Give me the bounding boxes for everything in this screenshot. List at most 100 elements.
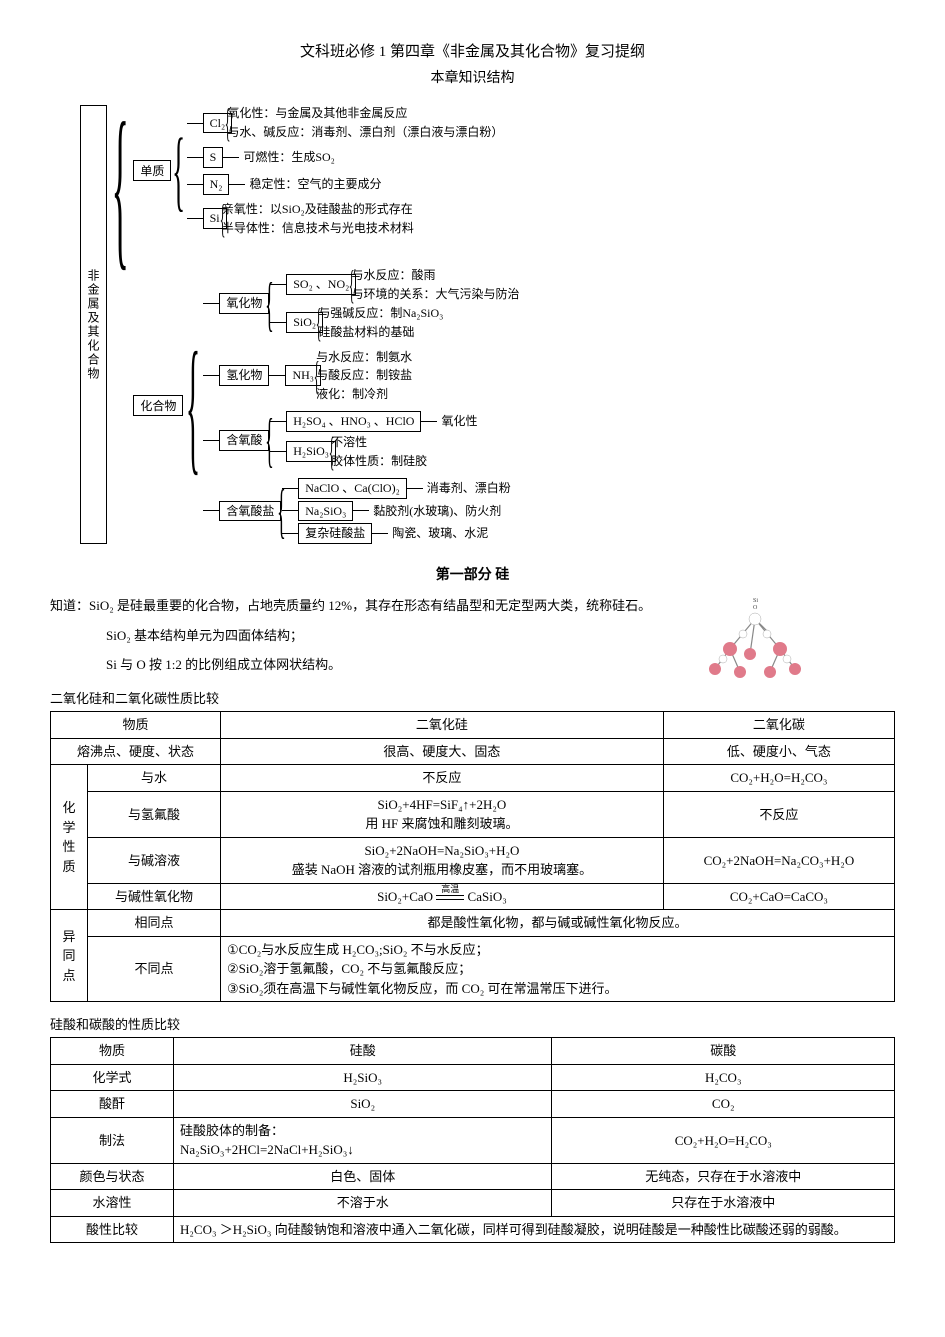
cell: 不反应 — [221, 765, 664, 792]
tree-leaf: 与水反应：酸雨 — [348, 267, 520, 284]
cell: 酸酐 — [51, 1091, 174, 1118]
tree-node-danzhi: 单质 — [133, 160, 171, 181]
brace-icon: { — [112, 105, 129, 544]
cell: 与碱溶液 — [88, 837, 221, 883]
table-row: 物质 硅酸 碳酸 — [51, 1038, 895, 1065]
cell-text: SiO₂+CaO — [377, 889, 433, 904]
tree-leaf: 胶体性质：制硅胶 — [327, 453, 427, 470]
table-row: 与碱性氧化物 SiO₂+CaO 高温 CaSiO₃ CO₂+CaO=CaCO₃ — [51, 883, 895, 910]
tree-node: N₂ — [203, 174, 230, 195]
table-row: 化学式 H₂SiO₃ H₂CO₃ — [51, 1064, 895, 1091]
table-sio2-co2: 物质 二氧化硅 二氧化碳 熔沸点、硬度、状态 很高、硬度大、固态 低、硬度小、气… — [50, 711, 895, 1002]
table-row: 不同点 ①CO₂与水反应生成 H₂CO₃;SiO₂ 不与水反应； ②SiO₂溶于… — [51, 936, 895, 1002]
svg-text:O: O — [753, 605, 758, 611]
tree-leaf: 与酸反应：制铵盐 — [312, 367, 412, 384]
cell: 硅酸 — [174, 1038, 552, 1065]
concept-tree: 非金属及其化合物 { 单质 { Cl₂ { 氧化性：与金属及其他非金属反应 与水… — [80, 105, 895, 544]
brace-icon: { — [219, 201, 225, 237]
cell: 无纯态，只存在于水溶液中 — [552, 1163, 895, 1190]
cell: 与氢氟酸 — [88, 791, 221, 837]
cell: 只存在于水溶液中 — [552, 1190, 895, 1217]
cell: SiO₂ — [174, 1091, 552, 1118]
cell: CO₂+H₂O=H₂CO₃ — [663, 765, 894, 792]
cell: 相同点 — [88, 910, 221, 937]
table-row: 颜色与状态 白色、固体 无纯态，只存在于水溶液中 — [51, 1163, 895, 1190]
tree-node: SO₂ 、NO₂ — [286, 274, 356, 295]
cell: ①CO₂与水反应生成 H₂CO₃;SiO₂ 不与水反应； ②SiO₂溶于氢氟酸，… — [221, 936, 895, 1002]
tree-leaf: 氧化性 — [437, 413, 477, 430]
tree-node: H₂SO₄ 、HNO₃ 、HClO — [286, 411, 421, 432]
tree-node: 氢化物 — [219, 365, 269, 386]
cell: 很高、硬度大、固态 — [221, 738, 664, 765]
cell: 熔沸点、硬度、状态 — [51, 738, 221, 765]
brace-icon: { — [278, 484, 287, 538]
cell: CO₂+CaO=CaCO₃ — [663, 883, 894, 910]
tree-root: 非金属及其化合物 — [80, 105, 107, 544]
cell: 酸性比较 — [51, 1216, 174, 1243]
cell: 颜色与状态 — [51, 1163, 174, 1190]
cell: 物质 — [51, 1038, 174, 1065]
cell: 化学式 — [51, 1064, 174, 1091]
cell: H₂SiO₃ — [174, 1064, 552, 1091]
table-row: 酸性比较 H₂CO₃ ＞H₂SiO₃ 向硅酸钠饱和溶液中通入二氧化碳，同样可得到… — [51, 1216, 895, 1243]
cell: 与碱性氧化物 — [88, 883, 221, 910]
cell: 物质 — [51, 712, 221, 739]
tree-node: 复杂硅酸盐 — [298, 523, 372, 544]
cell: 不反应 — [663, 791, 894, 837]
tree-leaf: 与水、碱反应：消毒剂、漂白剂（漂白液与漂白粉） — [223, 124, 503, 141]
tree-leaf: 与环境的关系：大气污染与防治 — [348, 286, 520, 303]
tree-leaf: 半导体性：信息技术与光电技术材料 — [218, 220, 414, 237]
cell: 不溶于水 — [174, 1190, 552, 1217]
cell: 都是酸性氧化物，都与碱或碱性氧化物反应。 — [221, 910, 895, 937]
cell: CO₂+H₂O=H₂CO₃ — [552, 1117, 895, 1163]
brace-icon: { — [173, 130, 186, 211]
cell: 二氧化碳 — [663, 712, 894, 739]
cell: 制法 — [51, 1117, 174, 1163]
cell: 碳酸 — [552, 1038, 895, 1065]
tree-leaf: 硅酸盐材料的基础 — [314, 324, 443, 341]
cell: 水溶性 — [51, 1190, 174, 1217]
table-row: 与碱溶液 SiO₂+2NaOH=Na₂SiO₃+H₂O 盛装 NaOH 溶液的试… — [51, 837, 895, 883]
table-row: 物质 二氧化硅 二氧化碳 — [51, 712, 895, 739]
table1-title: 二氧化硅和二氧化碳性质比较 — [50, 688, 895, 707]
tree-node: Na₂SiO₃ — [298, 501, 353, 522]
table2-title: 硅酸和碳酸的性质比较 — [50, 1014, 895, 1033]
cell: CO₂+2NaOH=Na₂CO₃+H₂O — [663, 837, 894, 883]
condition-label: 高温 — [436, 883, 464, 897]
part1-title: 第一部分 硅 — [50, 564, 895, 584]
tree-leaf: 与强碱反应：制Na₂SiO₃ — [314, 305, 443, 322]
page-subtitle: 本章知识结构 — [50, 67, 895, 87]
table-row: 制法 硅酸胶体的制备： Na₂SiO₃+2HCl=2NaCl+H₂SiO₃↓ C… — [51, 1117, 895, 1163]
cell: 低、硬度小、气态 — [663, 738, 894, 765]
cell: SiO₂+4HF=SiF₄↑+2H₂O 用 HF 来腐蚀和雕刻玻璃。 — [221, 791, 664, 837]
brace-icon: { — [266, 277, 275, 331]
cell: 异同点 — [51, 910, 88, 1002]
table-row: 异同点 相同点 都是酸性氧化物，都与碱或碱性氧化物反应。 — [51, 910, 895, 937]
cell-text: CaSiO₃ — [468, 889, 507, 904]
tree-leaf: 稳定性：空气的主要成分 — [245, 176, 381, 193]
tree-leaf: 与水反应：制氨水 — [312, 349, 412, 366]
table-h2sio3-h2co3: 物质 硅酸 碳酸 化学式 H₂SiO₃ H₂CO₃ 酸酐 SiO₂ CO₂ 制法… — [50, 1037, 895, 1243]
cell: H₂CO₃ — [552, 1064, 895, 1091]
cell: 化学性质 — [51, 765, 88, 910]
table-row: 熔沸点、硬度、状态 很高、硬度大、固态 低、硬度小、气态 — [51, 738, 895, 765]
tree-leaf: 不溶性 — [327, 434, 427, 451]
cell: 二氧化硅 — [221, 712, 664, 739]
table-row: 化学性质 与水 不反应 CO₂+H₂O=H₂CO₃ — [51, 765, 895, 792]
table-row: 与氢氟酸 SiO₂+4HF=SiF₄↑+2H₂O 用 HF 来腐蚀和雕刻玻璃。 … — [51, 791, 895, 837]
brace-icon: { — [314, 358, 320, 394]
brace-icon: { — [316, 305, 322, 341]
tree-leaf: 亲氧性：以SiO₂及硅酸盐的形式存在 — [218, 201, 414, 218]
brace-icon: { — [349, 267, 355, 303]
tree-node: 氧化物 — [219, 293, 269, 314]
cell: 与水 — [88, 765, 221, 792]
brace-icon: { — [329, 434, 335, 470]
tree-node-huahewu: 化合物 — [133, 395, 183, 416]
brace-icon: { — [266, 413, 275, 467]
table-row: 水溶性 不溶于水 只存在于水溶液中 — [51, 1190, 895, 1217]
tree-leaf: 陶瓷、玻璃、水泥 — [388, 525, 488, 542]
cell: 白色、固体 — [174, 1163, 552, 1190]
tree-leaf: 消毒剂、漂白粉 — [423, 480, 511, 497]
cell: 硅酸胶体的制备： Na₂SiO₃+2HCl=2NaCl+H₂SiO₃↓ — [174, 1117, 552, 1163]
brace-icon: { — [225, 105, 231, 141]
